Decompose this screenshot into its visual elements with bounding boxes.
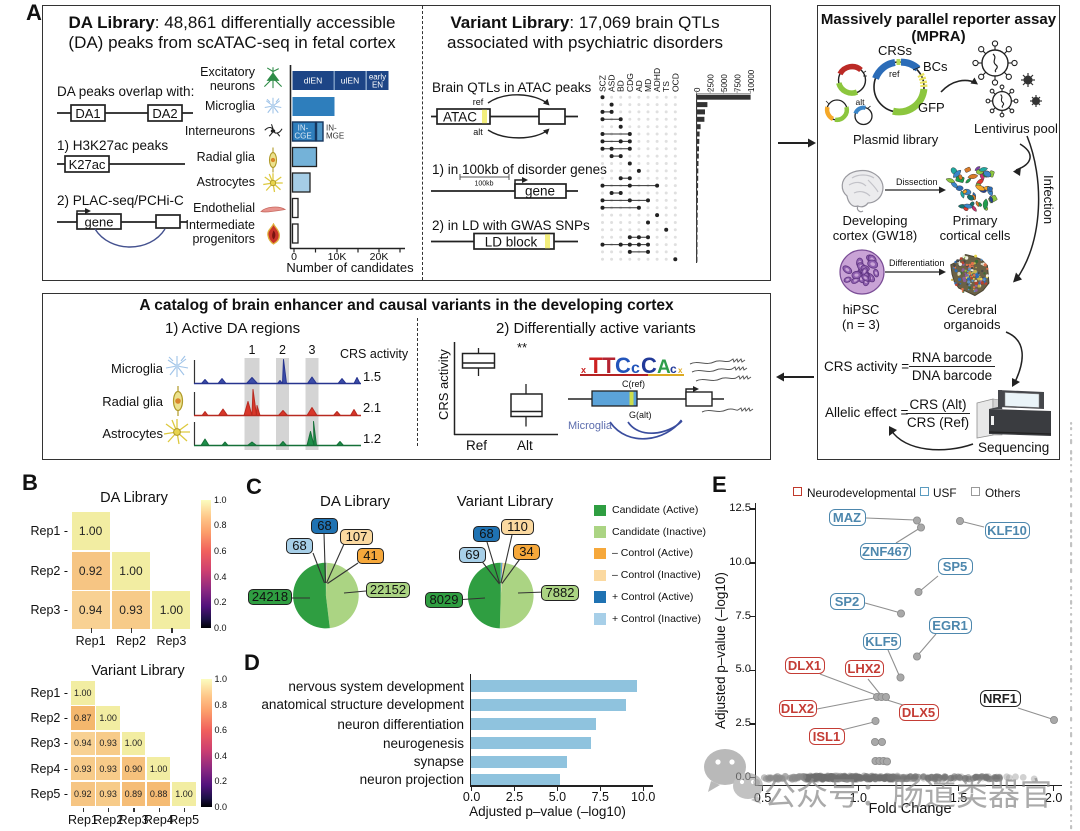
svg-text:C: C [641, 353, 657, 376]
svg-text:T: T [602, 353, 616, 376]
svg-text:CGE: CGE [294, 132, 311, 141]
svg-text:**: ** [517, 340, 527, 355]
svg-text:IN-: IN- [326, 124, 337, 133]
svg-text:x: x [678, 366, 683, 375]
svg-text:K27ac: K27ac [69, 157, 106, 172]
svg-text:BCs: BCs [923, 59, 948, 74]
svg-text:AD: AD [634, 80, 644, 92]
svg-text:IN-: IN- [298, 124, 309, 133]
svg-text:ulEN: ulEN [341, 76, 359, 86]
svg-text:LD block: LD block [485, 235, 538, 250]
svg-text:OCD: OCD [670, 73, 680, 92]
svg-text:DA1: DA1 [75, 106, 100, 121]
svg-text:ASD: ASD [607, 75, 617, 92]
svg-text:A: A [657, 357, 671, 376]
svg-text:x: x [581, 365, 586, 375]
svg-text:3: 3 [309, 343, 316, 357]
svg-text:GFP: GFP [918, 100, 945, 115]
svg-text:ref: ref [889, 69, 900, 79]
svg-text:ATAC: ATAC [443, 110, 477, 125]
svg-text:SCZ: SCZ [598, 75, 608, 92]
svg-text:G(alt): G(alt) [629, 410, 652, 420]
svg-text:0: 0 [291, 251, 297, 263]
svg-text:100kb: 100kb [474, 181, 493, 188]
svg-text:dlEN: dlEN [304, 76, 322, 86]
svg-text:1: 1 [249, 343, 256, 357]
svg-text:MGE: MGE [326, 132, 344, 141]
svg-text:2500: 2500 [706, 74, 715, 92]
svg-text:alt: alt [473, 127, 483, 137]
svg-text:CDG: CDG [625, 73, 635, 92]
svg-text:c: c [631, 360, 640, 376]
svg-text:T: T [589, 353, 603, 376]
svg-text:TS: TS [661, 81, 671, 92]
svg-text:gene: gene [85, 215, 114, 230]
svg-text:ref: ref [473, 97, 484, 107]
svg-text:MD: MD [643, 79, 653, 92]
svg-text:10000: 10000 [747, 69, 756, 92]
svg-text:0: 0 [693, 87, 702, 92]
svg-text:CRSs: CRSs [878, 43, 912, 58]
svg-text:BD: BD [616, 80, 626, 92]
svg-text:C(ref): C(ref) [622, 379, 645, 389]
svg-text:10K: 10K [328, 251, 347, 263]
svg-text:20K: 20K [370, 251, 389, 263]
svg-text:early: early [369, 73, 386, 82]
svg-text:C: C [615, 353, 631, 376]
svg-text:DA2: DA2 [152, 106, 177, 121]
svg-text:5000: 5000 [720, 74, 729, 92]
svg-text:c: c [670, 362, 677, 376]
svg-text:2: 2 [279, 343, 286, 357]
svg-text:ADHD: ADHD [652, 68, 662, 92]
svg-text:gene: gene [525, 184, 555, 199]
svg-text:alt: alt [856, 97, 866, 107]
svg-text:7500: 7500 [733, 74, 742, 92]
svg-text:EN: EN [372, 81, 383, 90]
